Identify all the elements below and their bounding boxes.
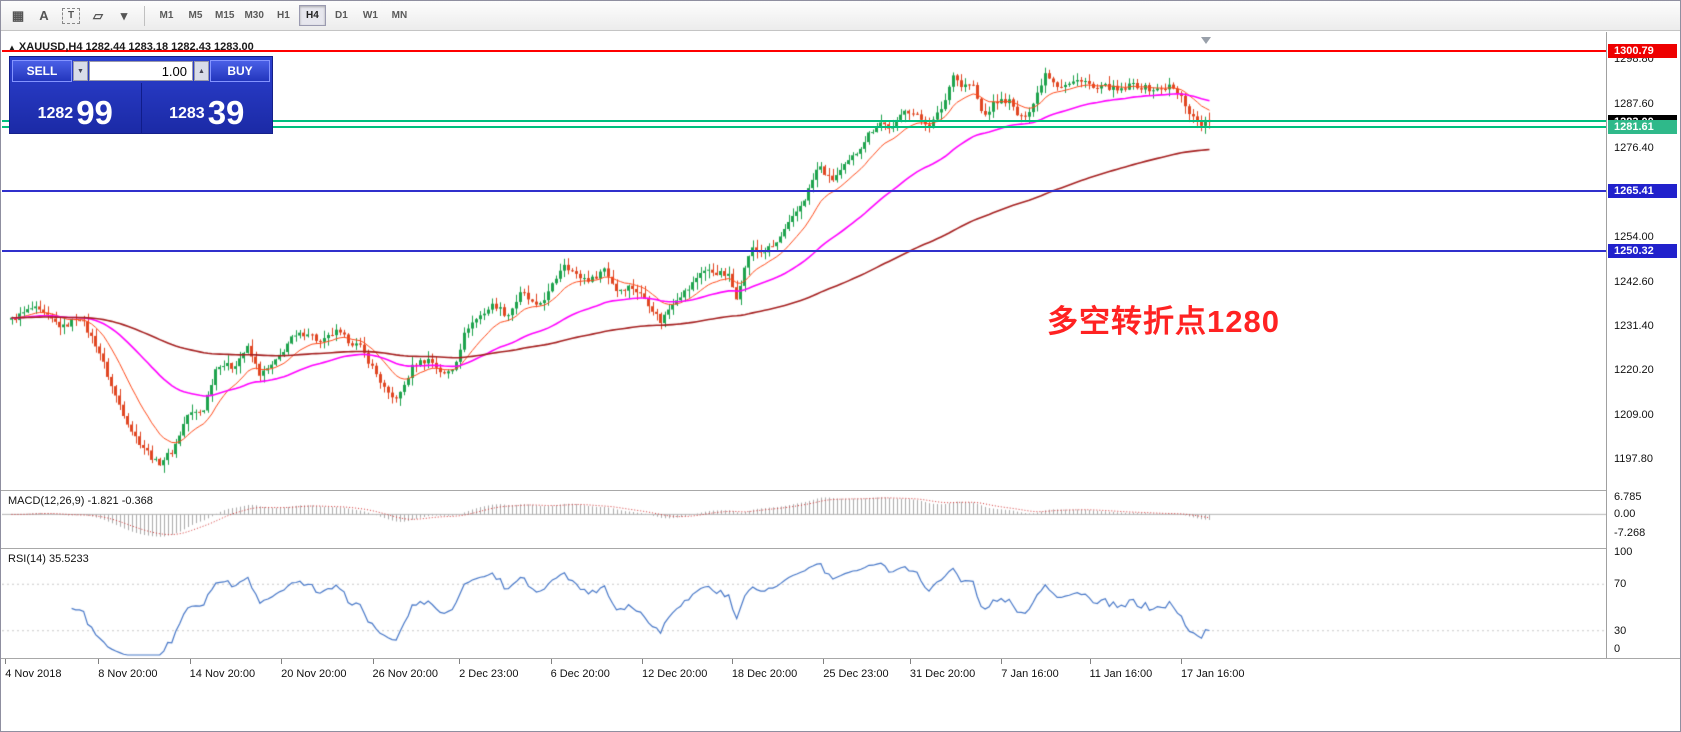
time-tick xyxy=(98,659,100,664)
time-tick-label: 2 Dec 23:00 xyxy=(459,668,519,680)
chart-shift-marker-icon[interactable] xyxy=(1201,37,1211,44)
chart-text-annotation[interactable]: 多空转折点1280 xyxy=(1047,304,1280,339)
time-tick xyxy=(1001,659,1003,664)
rsi-tick-label: 70 xyxy=(1614,578,1627,591)
text-label-icon[interactable]: A xyxy=(39,8,49,23)
macd-indicator-canvas[interactable] xyxy=(2,492,1606,548)
time-tick xyxy=(372,659,374,664)
time-tick xyxy=(459,659,461,664)
macd-label: MACD(12,26,9) -1.821 -0.368 xyxy=(8,495,153,507)
buy-button[interactable]: BUY xyxy=(210,60,270,82)
timeframe-button-mn[interactable]: MN xyxy=(386,5,413,26)
price-axis[interactable]: 1298.80 1287.60 1276.40 1254.00 1242.60 1231.… xyxy=(1606,32,1680,658)
time-tick-label: 12 Dec 20:00 xyxy=(641,668,708,680)
shapes-icon[interactable]: ▱ xyxy=(93,7,103,23)
time-tick xyxy=(5,659,7,664)
time-tick-label: 17 Jan 16:00 xyxy=(1180,668,1245,680)
time-axis[interactable]: 4 Nov 2018 8 Nov 20:00 14 Nov 20:00 20 Nov … xyxy=(1,659,1680,693)
time-tick xyxy=(281,659,283,664)
price-badge-1281-61: 1281.61 xyxy=(1608,120,1677,135)
price-tick-label: 1276.40 xyxy=(1614,141,1654,154)
chart-grid-icon[interactable]: ▦ xyxy=(11,7,25,23)
buy-price-prefix: 1283 xyxy=(169,105,205,122)
sell-price-prefix: 1282 xyxy=(37,105,74,122)
volume-input[interactable] xyxy=(89,61,193,81)
time-tick-label: 26 Nov 20:00 xyxy=(372,668,438,680)
time-tick-label: 20 Nov 20:00 xyxy=(281,668,347,680)
shapes-dropdown-arrow-icon[interactable]: ▾ xyxy=(120,7,128,23)
price-tick-label: 1254.00 xyxy=(1614,230,1654,243)
textbox-icon[interactable]: T xyxy=(62,7,80,24)
rsi-tick-label: 0 xyxy=(1614,643,1621,655)
buy-price-display[interactable]: 1283 39 xyxy=(142,83,273,133)
trade-panel-divider xyxy=(140,83,142,133)
timeframe-button-m5[interactable]: M5 xyxy=(182,5,209,26)
volume-increase-button[interactable]: ▲ xyxy=(194,61,209,81)
price-tick-label: 1242.60 xyxy=(1614,275,1654,288)
price-badge-1250-32: 1250.32 xyxy=(1608,244,1677,259)
time-tick-label: 4 Nov 2018 xyxy=(5,668,62,680)
rsi-panel-splitter[interactable] xyxy=(1,548,1680,549)
rsi-label: RSI(14) 35.5233 xyxy=(8,553,89,565)
time-tick-label: 8 Nov 20:00 xyxy=(98,668,158,680)
timeframe-button-h4[interactable]: H4 xyxy=(298,5,326,26)
rsi-indicator-canvas[interactable] xyxy=(2,550,1606,658)
macd-tick-label: 6.785 xyxy=(1614,491,1642,504)
time-tick xyxy=(909,659,911,664)
sell-button[interactable]: SELL xyxy=(12,60,72,82)
macd-tick-label: 0.00 xyxy=(1614,508,1636,521)
time-tick xyxy=(823,659,825,664)
symbol-marker-icon: ▲ xyxy=(8,43,16,52)
time-tick-label: 18 Dec 20:00 xyxy=(731,668,798,680)
timeframe-button-d1[interactable]: D1 xyxy=(328,5,355,26)
rsi-tick-label: 30 xyxy=(1614,624,1627,637)
rsi-tick-label: 100 xyxy=(1614,546,1633,558)
timeframe-button-m1[interactable]: M1 xyxy=(153,5,180,26)
timeframe-button-h1[interactable]: H1 xyxy=(270,5,297,26)
chart-window: ▲ XAUUSD,H4 1282.44 1283.18 1282.43 1283.… xyxy=(1,32,1680,731)
time-tick-label: 14 Nov 20:00 xyxy=(189,668,256,680)
chart-ohlc-readout: ▲ XAUUSD,H4 1282.44 1283.18 1282.43 1283.… xyxy=(8,41,254,53)
time-tick-label: 25 Dec 23:00 xyxy=(823,668,889,680)
price-badge-1300-79: 1300.79 xyxy=(1608,44,1677,59)
symbol-ohlc-text: XAUUSD,H4 1282.44 1283.18 1282.43 1283.0… xyxy=(18,41,254,53)
sell-price-pips: 99 xyxy=(76,93,113,131)
time-tick-label: 6 Dec 20:00 xyxy=(550,668,610,680)
price-badge-1265-41: 1265.41 xyxy=(1608,184,1677,199)
time-tick xyxy=(731,659,733,664)
horizontal-line-1283-3[interactable] xyxy=(2,119,1606,122)
time-axis-border xyxy=(1,658,1680,659)
toolbar-separator xyxy=(144,5,145,26)
one-click-trading-panel: SELL ▼ ▲ BUY 1282 99 1283 39 xyxy=(9,56,273,134)
macd-tick-label: -7.268 xyxy=(1614,527,1646,539)
time-tick-label: 31 Dec 20:00 xyxy=(909,668,976,680)
price-tick-label: 1220.20 xyxy=(1614,364,1654,377)
price-tick-label: 1287.60 xyxy=(1614,97,1654,110)
timeframe-button-w1[interactable]: W1 xyxy=(357,5,384,26)
timeframe-buttons-group: M1 M5 M15 M30 H1 H4 D1 W1 MN xyxy=(152,1,414,30)
volume-decrease-button[interactable]: ▼ xyxy=(73,61,88,81)
sell-price-display[interactable]: 1282 99 xyxy=(10,83,141,133)
drawing-tools-group: ▦ A T ▱ ▾ xyxy=(5,1,137,30)
time-tick xyxy=(641,659,643,664)
timeframe-button-m30[interactable]: M30 xyxy=(240,5,267,26)
time-tick-label: 11 Jan 16:00 xyxy=(1089,668,1153,680)
macd-panel-splitter[interactable] xyxy=(1,490,1680,491)
time-tick xyxy=(550,659,552,664)
time-tick xyxy=(1180,659,1182,664)
price-tick-label: 1209.00 xyxy=(1614,408,1654,421)
horizontal-line-1265-41[interactable] xyxy=(2,190,1606,193)
time-tick-label: 7 Jan 16:00 xyxy=(1001,668,1059,680)
time-tick xyxy=(189,659,191,664)
horizontal-line-1300-79[interactable] xyxy=(2,50,1606,53)
horizontal-line-1250-32[interactable] xyxy=(2,250,1606,253)
horizontal-line-1281-61[interactable] xyxy=(2,126,1606,129)
main-toolbar: ▦ A T ▱ ▾ M1 M5 M15 M30 H1 H4 D1 W1 MN xyxy=(1,1,1680,31)
timeframe-button-m15[interactable]: M15 xyxy=(211,5,238,26)
price-tick-label: 1197.80 xyxy=(1614,453,1653,466)
buy-price-pips: 39 xyxy=(207,93,245,131)
price-tick-label: 1231.40 xyxy=(1614,320,1654,333)
time-tick xyxy=(1089,659,1091,664)
